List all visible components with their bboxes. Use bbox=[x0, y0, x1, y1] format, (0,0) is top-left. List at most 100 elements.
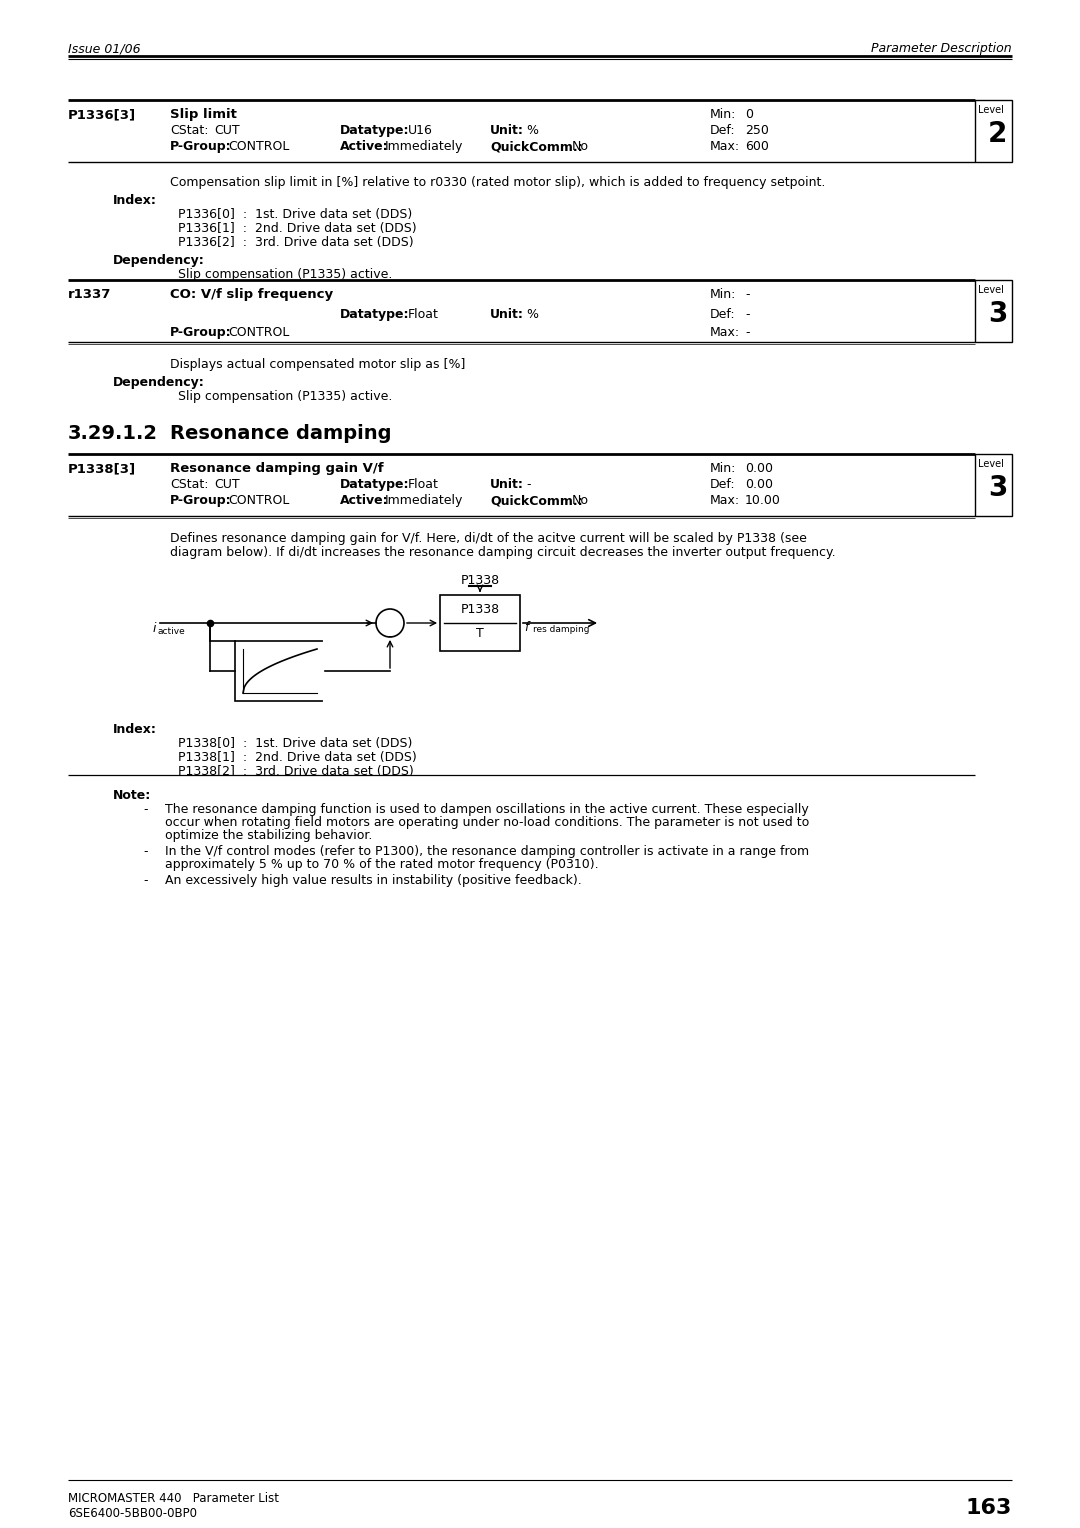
Text: Max:: Max: bbox=[710, 325, 740, 339]
Text: -: - bbox=[526, 478, 530, 490]
Text: Dependency:: Dependency: bbox=[113, 254, 205, 267]
Text: Active:: Active: bbox=[340, 494, 389, 507]
Text: Datatype:: Datatype: bbox=[340, 309, 409, 321]
Text: Max:: Max: bbox=[710, 141, 740, 153]
Text: Issue 01/06: Issue 01/06 bbox=[68, 41, 140, 55]
Text: -: - bbox=[143, 874, 148, 886]
Text: Datatype:: Datatype: bbox=[340, 478, 409, 490]
Text: QuickComm.:: QuickComm.: bbox=[490, 494, 582, 507]
Text: Unit:: Unit: bbox=[490, 124, 524, 138]
Text: P-Group:: P-Group: bbox=[170, 325, 231, 339]
Text: diagram below). If di/dt increases the resonance damping circuit decreases the i: diagram below). If di/dt increases the r… bbox=[170, 545, 836, 559]
Text: Index:: Index: bbox=[113, 194, 157, 206]
Text: No: No bbox=[572, 494, 589, 507]
Text: active: active bbox=[158, 626, 186, 636]
Text: res damping: res damping bbox=[534, 625, 590, 634]
Text: CUT: CUT bbox=[214, 124, 240, 138]
Text: Datatype:: Datatype: bbox=[340, 124, 409, 138]
Text: P1338[0]  :  1st. Drive data set (DDS): P1338[0] : 1st. Drive data set (DDS) bbox=[178, 736, 413, 750]
Text: -: - bbox=[745, 287, 750, 301]
Text: P1338: P1338 bbox=[460, 604, 500, 616]
Text: P-Group:: P-Group: bbox=[170, 494, 231, 507]
Text: CO: V/f slip frequency: CO: V/f slip frequency bbox=[170, 287, 333, 301]
Text: %: % bbox=[526, 124, 538, 138]
Text: CStat:: CStat: bbox=[170, 124, 208, 138]
Text: Dependency:: Dependency: bbox=[113, 376, 205, 390]
Text: Index:: Index: bbox=[113, 723, 157, 736]
Text: Def:: Def: bbox=[710, 124, 735, 138]
Text: Slip limit: Slip limit bbox=[170, 108, 237, 121]
Text: P1338[2]  :  3rd. Drive data set (DDS): P1338[2] : 3rd. Drive data set (DDS) bbox=[178, 766, 414, 778]
Text: P1336[2]  :  3rd. Drive data set (DDS): P1336[2] : 3rd. Drive data set (DDS) bbox=[178, 235, 414, 249]
Text: P-Group:: P-Group: bbox=[170, 141, 231, 153]
Text: 3: 3 bbox=[988, 474, 1008, 503]
Text: 0: 0 bbox=[745, 108, 753, 121]
Text: f: f bbox=[524, 620, 528, 634]
Text: Min:: Min: bbox=[710, 287, 737, 301]
Text: approximately 5 % up to 70 % of the rated motor frequency (P0310).: approximately 5 % up to 70 % of the rate… bbox=[165, 859, 598, 871]
Text: Level: Level bbox=[978, 458, 1004, 469]
Text: Active:: Active: bbox=[340, 141, 389, 153]
Text: r1337: r1337 bbox=[68, 287, 111, 301]
Text: In the V/f control modes (refer to P1300), the resonance damping controller is a: In the V/f control modes (refer to P1300… bbox=[165, 845, 809, 859]
Text: -: - bbox=[143, 804, 148, 816]
Text: P1338: P1338 bbox=[460, 575, 500, 587]
Text: %: % bbox=[526, 309, 538, 321]
Text: Immediately: Immediately bbox=[384, 494, 463, 507]
Bar bbox=[440, 594, 519, 651]
Text: Parameter Description: Parameter Description bbox=[872, 41, 1012, 55]
Text: -: - bbox=[388, 630, 392, 643]
Text: CONTROL: CONTROL bbox=[228, 325, 289, 339]
Text: CUT: CUT bbox=[214, 478, 240, 490]
Text: P1336[1]  :  2nd. Drive data set (DDS): P1336[1] : 2nd. Drive data set (DDS) bbox=[178, 222, 417, 235]
Text: Defines resonance damping gain for V/f. Here, di/dt of the acitve current will b: Defines resonance damping gain for V/f. … bbox=[170, 532, 807, 545]
Text: P1338[3]: P1338[3] bbox=[68, 461, 136, 475]
Text: Note:: Note: bbox=[113, 788, 151, 802]
Text: Slip compensation (P1335) active.: Slip compensation (P1335) active. bbox=[178, 390, 392, 403]
Text: 2: 2 bbox=[988, 121, 1008, 148]
Bar bbox=[975, 280, 1012, 342]
Text: P1338[1]  :  2nd. Drive data set (DDS): P1338[1] : 2nd. Drive data set (DDS) bbox=[178, 750, 417, 764]
Text: Immediately: Immediately bbox=[384, 141, 463, 153]
Text: 0.00: 0.00 bbox=[745, 461, 773, 475]
Text: Slip compensation (P1335) active.: Slip compensation (P1335) active. bbox=[178, 267, 392, 281]
Text: 6SE6400-5BB00-0BP0: 6SE6400-5BB00-0BP0 bbox=[68, 1507, 197, 1520]
Text: Unit:: Unit: bbox=[490, 309, 524, 321]
Text: CONTROL: CONTROL bbox=[228, 141, 289, 153]
Text: 250: 250 bbox=[745, 124, 769, 138]
Text: optimize the stabilizing behavior.: optimize the stabilizing behavior. bbox=[165, 830, 373, 842]
Text: Level: Level bbox=[978, 105, 1004, 115]
Text: 10.00: 10.00 bbox=[745, 494, 781, 507]
Text: -: - bbox=[745, 325, 750, 339]
Text: Float: Float bbox=[408, 478, 438, 490]
Text: Def:: Def: bbox=[710, 478, 735, 490]
Text: occur when rotating field motors are operating under no-load conditions. The par: occur when rotating field motors are ope… bbox=[165, 816, 809, 830]
Text: CStat:: CStat: bbox=[170, 478, 208, 490]
Text: Def:: Def: bbox=[710, 309, 735, 321]
Text: -: - bbox=[143, 845, 148, 859]
Text: P1336[3]: P1336[3] bbox=[68, 108, 136, 121]
Text: i: i bbox=[152, 622, 156, 636]
Text: Resonance damping gain V/f: Resonance damping gain V/f bbox=[170, 461, 383, 475]
Text: Min:: Min: bbox=[710, 461, 737, 475]
Text: The resonance damping function is used to dampen oscillations in the active curr: The resonance damping function is used t… bbox=[165, 804, 809, 816]
Text: Displays actual compensated motor slip as [%]: Displays actual compensated motor slip a… bbox=[170, 358, 465, 371]
Text: Compensation slip limit in [%] relative to r0330 (rated motor slip), which is ad: Compensation slip limit in [%] relative … bbox=[170, 176, 825, 189]
Text: -: - bbox=[745, 309, 750, 321]
Bar bbox=[235, 642, 325, 701]
Text: 3.29.1.2: 3.29.1.2 bbox=[68, 423, 158, 443]
Bar bbox=[975, 454, 1012, 516]
Bar bbox=[975, 99, 1012, 162]
Text: 0.00: 0.00 bbox=[745, 478, 773, 490]
Text: An excessively high value results in instability (positive feedback).: An excessively high value results in ins… bbox=[165, 874, 582, 886]
Text: 600: 600 bbox=[745, 141, 769, 153]
Text: MICROMASTER 440   Parameter List: MICROMASTER 440 Parameter List bbox=[68, 1491, 279, 1505]
Text: No: No bbox=[572, 141, 589, 153]
Text: 163: 163 bbox=[966, 1497, 1012, 1517]
Text: Unit:: Unit: bbox=[490, 478, 524, 490]
Text: U16: U16 bbox=[408, 124, 433, 138]
Text: Resonance damping: Resonance damping bbox=[170, 423, 391, 443]
Text: QuickComm.:: QuickComm.: bbox=[490, 141, 582, 153]
Text: 3: 3 bbox=[988, 299, 1008, 329]
Text: Float: Float bbox=[408, 309, 438, 321]
